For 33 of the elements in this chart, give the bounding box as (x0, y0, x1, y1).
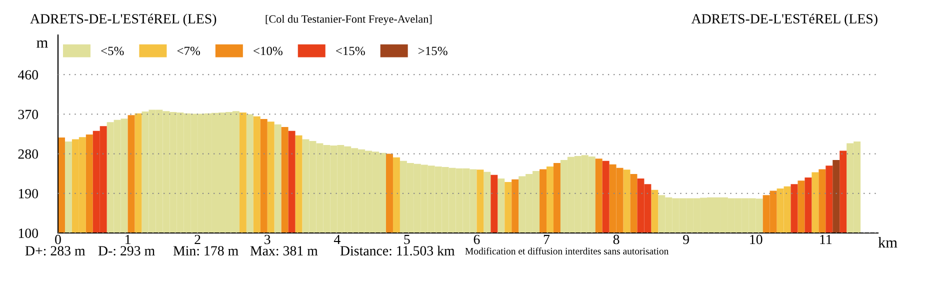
x-tick-label: 6 (474, 234, 480, 244)
x-tick-label: 5 (404, 234, 410, 244)
text: Modification et diffusion interdites sans autorisation (465, 247, 669, 254)
x-tick-label: 3 (264, 234, 270, 244)
x-tick-label: 8 (613, 234, 620, 244)
text: D+: 283 m (25, 246, 86, 256)
legend-label: >15% (418, 46, 448, 56)
x-tick-label: 0 (55, 234, 61, 244)
x-tick-label: 7 (544, 234, 550, 244)
x-axis-title: km (878, 236, 898, 248)
text: Max: 381 m (250, 246, 318, 256)
text: ADRETS-DE-L'ESTéREL (LES) (30, 14, 216, 26)
y-tick-label: 280 (18, 149, 38, 159)
x-tick-label: 11 (820, 234, 832, 244)
x-tick-label: 9 (683, 234, 689, 244)
x-tick-label: 2 (194, 234, 200, 244)
y-tick-label: 370 (18, 110, 38, 120)
y-tick-label: 100 (18, 228, 38, 238)
text: D-: 293 m (98, 246, 155, 256)
legend-label: <10% (254, 46, 282, 56)
text: Min: 178 m (173, 246, 238, 256)
y-tick-label: 460 (18, 70, 38, 80)
x-tick-label: 10 (750, 234, 762, 244)
x-tick-label: 1 (126, 234, 130, 244)
chart-title: [Col du Testanier-Font Freye-Avelan] (266, 14, 432, 26)
legend-label: <5% (101, 46, 124, 56)
legend-label: <15% (336, 46, 365, 56)
text: Distance: 11.503 km (340, 246, 455, 256)
legend-label: <7% (177, 46, 200, 56)
text: ADRETS-DE-L'ESTéREL (LES) (691, 14, 878, 26)
y-axis-title: m (36, 40, 48, 48)
y-tick-label: 190 (18, 188, 38, 198)
x-tick-label: 4 (334, 234, 340, 244)
